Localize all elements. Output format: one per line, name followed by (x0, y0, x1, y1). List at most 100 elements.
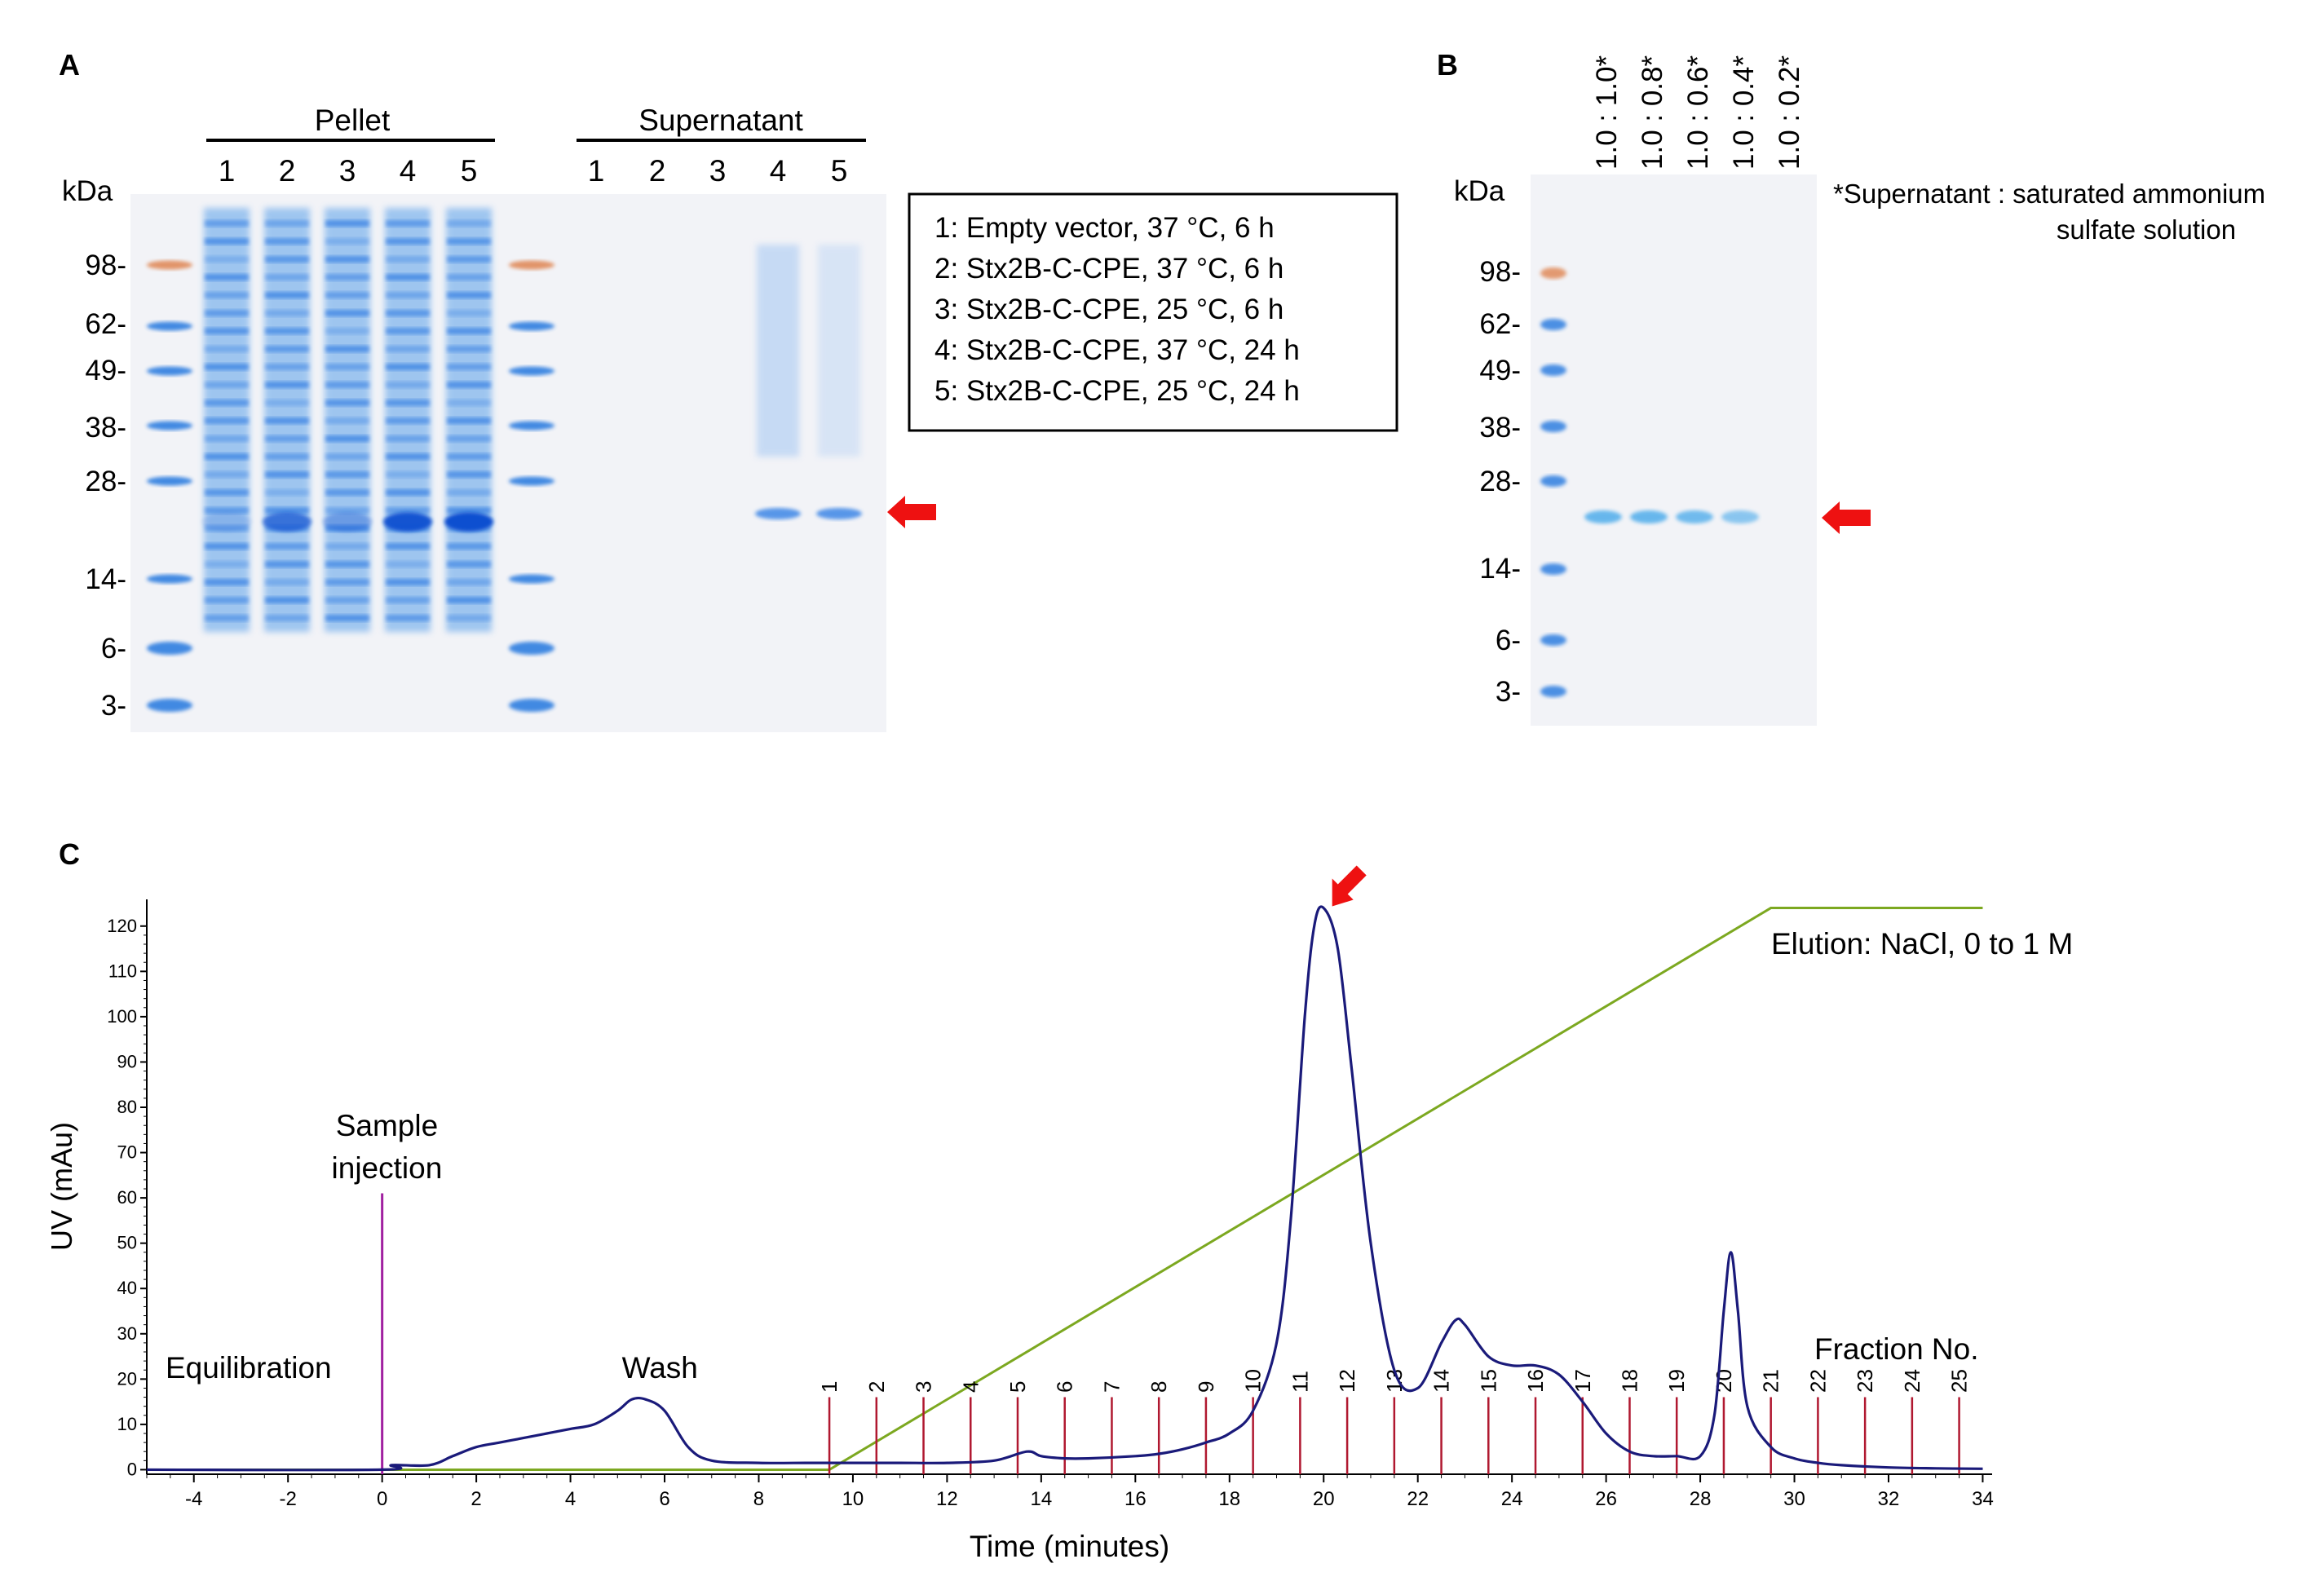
lane-band (265, 256, 309, 263)
lane-band (265, 346, 309, 352)
lane-band (386, 328, 430, 334)
lane-band (265, 400, 309, 406)
fraction-label: 17 (1571, 1369, 1595, 1393)
ladder-band (1540, 267, 1566, 279)
y-tick-label: 0 (127, 1459, 137, 1479)
lane-band (386, 471, 430, 478)
lane-band (205, 238, 249, 245)
ladder-band (1540, 421, 1566, 432)
marker-label: 6- (1496, 625, 1521, 656)
lane-band (386, 382, 430, 388)
marker-label: 38- (1479, 412, 1521, 444)
lane-band (447, 597, 491, 603)
wash-label: Wash (622, 1351, 698, 1385)
legend-item: 3: Stx2B-C-CPE, 25 °C, 6 h (934, 294, 1284, 325)
target-band (755, 508, 801, 519)
lane-band (386, 220, 430, 227)
fraction-label: 16 (1523, 1369, 1548, 1393)
lane-band (386, 400, 430, 406)
lane-band (205, 471, 249, 478)
lane-band (447, 543, 491, 550)
x-tick-label: 32 (1878, 1488, 1900, 1510)
lane-band (265, 597, 309, 603)
y-tick-label: 20 (117, 1368, 137, 1389)
lane-band (447, 346, 491, 352)
ladder-band (147, 366, 192, 376)
lane-band (265, 310, 309, 316)
ladder-band (147, 421, 192, 431)
marker-label: 49- (1479, 355, 1521, 386)
lane-band (386, 543, 430, 550)
ratio-label: 1.0 : 0.2* (1774, 55, 1805, 170)
ratio-footnote-line1: *Supernatant : saturated ammonium (1833, 179, 2265, 209)
x-tick-label: 0 (377, 1488, 387, 1510)
lane-band (447, 328, 491, 334)
lane-band (205, 220, 249, 227)
gel-image-a (130, 194, 886, 732)
lane-band (386, 256, 430, 263)
x-tick-label: 16 (1124, 1488, 1147, 1510)
x-tick-label: 28 (1690, 1488, 1712, 1510)
y-axis-title: UV (mAu) (45, 1122, 78, 1251)
lane-number: 4 (400, 154, 417, 188)
marker-label: 98- (85, 250, 126, 281)
y-tick-label: 30 (117, 1323, 137, 1344)
marker-label: 38- (85, 412, 126, 444)
gel-image-b (1531, 174, 1817, 726)
fraction-label: 18 (1617, 1369, 1641, 1393)
ratio-label: 1.0 : 0.6* (1682, 55, 1714, 170)
ladder-band (509, 366, 554, 376)
pellet-label: Pellet (315, 104, 391, 137)
lane-band (386, 292, 430, 298)
lane-band (447, 238, 491, 245)
x-tick-label: 22 (1407, 1488, 1429, 1510)
y-tick-label: 40 (117, 1278, 137, 1298)
fraction-label: 8 (1147, 1381, 1171, 1393)
y-tick-label: 110 (108, 961, 137, 981)
marker-label: 98- (1479, 256, 1521, 288)
lane-band (205, 364, 249, 370)
x-tick-label: 2 (471, 1488, 481, 1510)
lane-number: 3 (339, 154, 356, 188)
x-tick-label: 24 (1501, 1488, 1523, 1510)
lane-band (447, 274, 491, 280)
lane-band (325, 328, 369, 334)
ladder-band (147, 574, 192, 584)
lane-band (447, 382, 491, 388)
elution-label: Elution: NaCl, 0 to 1 M (1771, 927, 2073, 961)
lane-band (386, 238, 430, 245)
panel-b: B kDa 98- 62- 49- 38- 28- 14- 6- 3- 1.0 … (1437, 48, 2265, 726)
lane-band (447, 507, 491, 514)
fraction-label: 2 (864, 1381, 889, 1393)
lane-band (447, 489, 491, 496)
ladder-band (147, 642, 192, 655)
ladder-band (147, 699, 192, 712)
lane-band (265, 561, 309, 568)
legend-frame (908, 192, 1398, 432)
lane-band (205, 256, 249, 263)
marker-label: 14- (85, 563, 126, 595)
marker-label: 49- (85, 355, 126, 386)
x-tick-label: -2 (280, 1488, 297, 1510)
fraction-label: 25 (1947, 1369, 1972, 1393)
y-tick-label: 120 (107, 916, 137, 936)
x-tick-label: 6 (659, 1488, 669, 1510)
target-band (383, 512, 432, 532)
sample-injection-label-line2: injection (332, 1151, 443, 1185)
lane-band (265, 382, 309, 388)
supernatant-lane-numbers: 1 2 3 4 5 (588, 154, 848, 188)
target-band (1630, 510, 1668, 523)
lane-band (325, 579, 369, 585)
lane-band (386, 561, 430, 568)
lane-band (447, 615, 491, 621)
ladder-band (1540, 475, 1566, 487)
lane-number: 4 (770, 154, 787, 188)
x-tick-label: -4 (185, 1488, 202, 1510)
lane-band (205, 417, 249, 424)
panel-b-letter: B (1437, 48, 1458, 82)
y-tick-label: 90 (117, 1051, 137, 1071)
ratio-label: 1.0 : 1.0* (1591, 55, 1623, 170)
